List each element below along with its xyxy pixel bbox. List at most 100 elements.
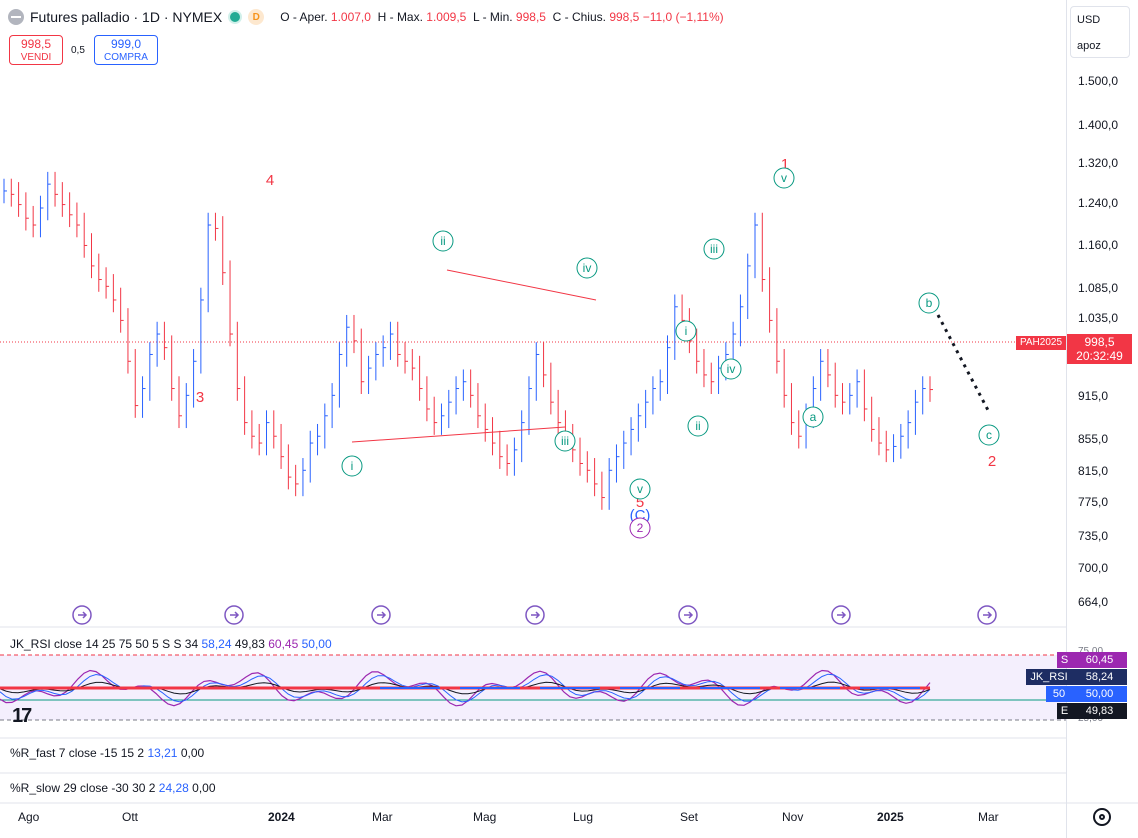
time-tick-label: 2024 (268, 810, 295, 824)
wave-label-iii: iii (561, 434, 569, 448)
rsi-line (0, 669, 931, 707)
price-tick-label: 735,0 (1078, 529, 1109, 543)
event-arrow-icon (983, 611, 993, 619)
wave-label-v: v (637, 482, 643, 496)
rsi-tag-s-label: S (1057, 652, 1072, 668)
price-tick-label: 1.035,0 (1078, 311, 1119, 325)
wave-label-iii-circle (554, 430, 576, 452)
spread-value: 0,5 (71, 45, 85, 56)
wave-label-2-purple: 2 (637, 521, 644, 535)
wave-label-3: 3 (196, 389, 204, 406)
rsi-tag-jk-label: JK_RSI (1026, 669, 1072, 685)
wave-label-v-circle (629, 478, 651, 500)
price-tick-label: 1.320,0 (1078, 156, 1119, 170)
delay-badge: D (248, 9, 265, 25)
ohlc-values: O - Aper. 1.007,0 H - Max. 1.009,5 L - M… (280, 10, 724, 24)
price-scale[interactable] (1066, 0, 1138, 838)
rsi-tag-mid-val: 50,00 (1072, 686, 1127, 702)
wave-label-i-circle (341, 455, 363, 477)
wave-label-i-circle (675, 320, 697, 342)
symbol-tag: PAH2025 (1016, 336, 1066, 350)
price-tick-label: 1.500,0 (1078, 74, 1119, 88)
wave-label-iii: iii (710, 242, 718, 256)
time-tick-label: Ago (18, 810, 40, 824)
currency-selector[interactable]: USD apoz (1070, 6, 1130, 58)
wave-label-ii-circle (687, 415, 709, 437)
wave-label-ii: ii (695, 419, 700, 433)
wave-label-iv-circle (720, 358, 742, 380)
rsi-tag-e-label: E (1057, 703, 1072, 719)
wave-label-c-circle (978, 424, 1000, 446)
rsi-axis-top: 75,00 (1078, 646, 1103, 657)
event-arrow-icon (531, 611, 541, 619)
event-arrow-icon (377, 611, 387, 619)
price-tick-label: 700,0 (1078, 561, 1109, 575)
wave-label-iii-circle (703, 238, 725, 260)
wave-label-ii-circle (432, 230, 454, 252)
currency-value[interactable]: USD (1077, 14, 1101, 26)
rslow-legend[interactable]: %R_slow 29 close -30 30 2 24,28 0,00 (10, 781, 216, 795)
wave-label-i: i (351, 459, 354, 473)
time-tick-label: 2025 (877, 810, 904, 824)
wave-label-ii: ii (440, 234, 445, 248)
time-tick-label: Set (680, 810, 699, 824)
event-arrow-icon (78, 611, 88, 619)
wave-label-1: 1 (781, 156, 789, 173)
rsi-tag-s-val: 60,45 (1072, 652, 1127, 668)
time-tick-label: Mar (372, 810, 393, 824)
wave-label-iv: iv (727, 362, 736, 376)
triangle-upper-line (446, 269, 597, 301)
time-tick-label: Mar (978, 810, 999, 824)
symbol-logo-icon (8, 9, 24, 25)
price-tick-label: 1.240,0 (1078, 196, 1119, 210)
last-price-tag: 998,5 20:32:49 (1067, 334, 1132, 364)
event-arrow-icon (230, 611, 240, 619)
time-tick-label: Mag (473, 810, 497, 824)
rfast-legend[interactable]: %R_fast 7 close -15 15 2 13,21 0,00 (10, 746, 205, 760)
price-tick-label: 815,0 (1078, 464, 1109, 478)
wave-label-c: c (986, 428, 992, 442)
sell-button[interactable]: 998,5 VENDI (9, 35, 63, 65)
chart-header: Futures palladio · 1D · NYMEX D O - Aper… (8, 9, 724, 25)
wave-label-b: b (926, 296, 933, 310)
projection-line (936, 314, 992, 415)
wave-label-2-purple-circle (629, 517, 651, 539)
event-arrow-icon (837, 611, 847, 619)
price-tick-label: 855,0 (1078, 432, 1109, 446)
settings-gear-icon[interactable] (1093, 808, 1111, 826)
tradingview-logo-icon[interactable]: 17 (12, 705, 32, 727)
wave-label-i: i (685, 324, 688, 338)
wave-label-a: a (810, 410, 817, 424)
symbol-title[interactable]: Futures palladio · 1D · NYMEX (30, 9, 223, 25)
rsi-legend[interactable]: JK_RSI close 14 25 75 50 5 S S 34 58,24 … (10, 637, 332, 651)
rsi-tag-e-val: 49,83 (1072, 703, 1127, 719)
wave-label-2: 2 (988, 453, 996, 470)
wave-label-iv-circle (576, 257, 598, 279)
price-tick-label: 915,0 (1078, 389, 1109, 403)
price-tick-label: 1.400,0 (1078, 118, 1119, 132)
candles-group (3, 171, 933, 510)
wave-label-4: 4 (266, 172, 274, 189)
wave-label-v-circle (773, 167, 795, 189)
time-tick-label: Lug (573, 810, 594, 824)
time-tick-label: Ott (122, 810, 139, 824)
time-tick-label: Nov (782, 810, 804, 824)
rsi-tag-jk-val: 58,24 (1072, 669, 1127, 685)
event-arrow-icon (684, 611, 694, 619)
rsi-tag-mid-label: 50 (1046, 686, 1072, 702)
market-status-icon (228, 10, 243, 24)
buy-button[interactable]: 999,0 COMPRA (94, 35, 158, 65)
unit-value[interactable]: apoz (1077, 40, 1101, 52)
price-tick-label: 1.160,0 (1078, 238, 1119, 252)
price-tick-label: 664,0 (1078, 595, 1109, 609)
event-icons[interactable] (72, 605, 997, 625)
wave-label-v: v (781, 171, 787, 185)
wave-label-b-circle (918, 292, 940, 314)
wave-label-5: 5 (636, 494, 644, 511)
price-tick-label: 775,0 (1078, 495, 1109, 509)
wave-label-a-circle (802, 406, 824, 428)
triangle-lower-line (351, 426, 566, 443)
price-tick-label: 1.085,0 (1078, 281, 1119, 295)
